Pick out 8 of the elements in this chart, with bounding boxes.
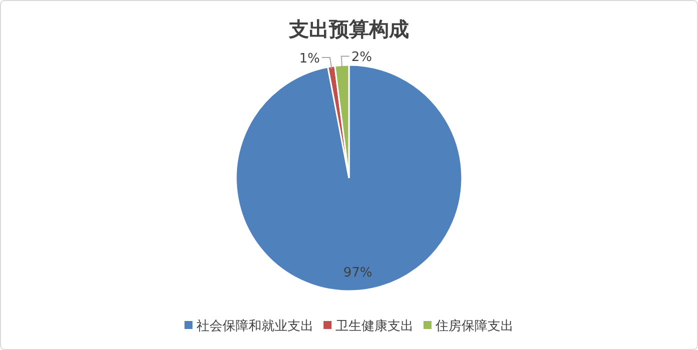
data-label: 1% — [299, 52, 320, 66]
legend-label: 卫生健康支出 — [336, 319, 414, 334]
legend-label: 社会保障和就业支出 — [196, 319, 314, 334]
data-label: 97% — [343, 265, 372, 280]
legend-label: 住房保障支出 — [434, 318, 514, 334]
pie-slice — [235, 64, 463, 292]
data-label: 2% — [351, 50, 372, 66]
chart-title: 支出预算构成 — [288, 17, 409, 41]
